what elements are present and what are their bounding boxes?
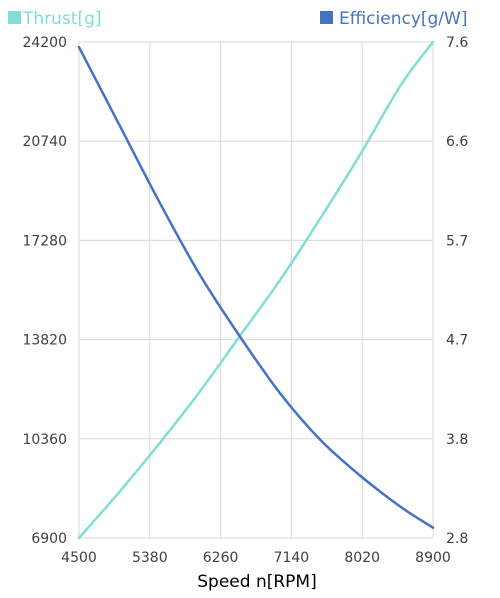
series-lines: [77, 40, 435, 540]
y-left-tick-label: 17280: [22, 233, 67, 249]
y-left-tick-label: 6900: [31, 531, 67, 547]
legend-label-efficiency: Efficiency[g/W]: [339, 9, 467, 29]
y-left-tick-label: 13820: [22, 333, 67, 349]
x-tick-label: 4500: [61, 550, 97, 566]
y-right-tick-label: 2.8: [446, 531, 468, 547]
y-left-tick-label: 10360: [22, 432, 67, 448]
y-right-tick-label: 4.7: [446, 333, 468, 349]
y-left-tick-label: 24200: [22, 35, 67, 51]
series-line-thrust: [77, 40, 435, 540]
legend-swatch-efficiency: [320, 11, 333, 24]
y-right-tick-label: 3.8: [446, 432, 468, 448]
series-line-efficiency: [77, 45, 435, 529]
legend-swatch-thrust: [8, 11, 21, 24]
y-right-tick-label: 7.6: [446, 35, 468, 51]
y-right-tick-label: 5.7: [446, 233, 468, 249]
grid: [78, 41, 434, 539]
x-tick-label: 8900: [415, 550, 451, 566]
x-tick-label: 8020: [344, 550, 380, 566]
tick-labels: 4500 5380 6260 7140 8020 8900 6900 10360 13820 17…: [22, 35, 468, 566]
y-left-tick-label: 20740: [22, 134, 67, 150]
legend-label-thrust: Thrust[g]: [22, 9, 102, 29]
x-axis-label: Speed n[RPM]: [197, 572, 316, 592]
legend[interactable]: Thrust[g] Efficiency[g/W]: [8, 9, 467, 29]
x-tick-label: 5380: [132, 550, 168, 566]
x-tick-label: 6260: [203, 550, 239, 566]
x-tick-label: 7140: [274, 550, 310, 566]
y-right-tick-label: 6.6: [446, 134, 468, 150]
